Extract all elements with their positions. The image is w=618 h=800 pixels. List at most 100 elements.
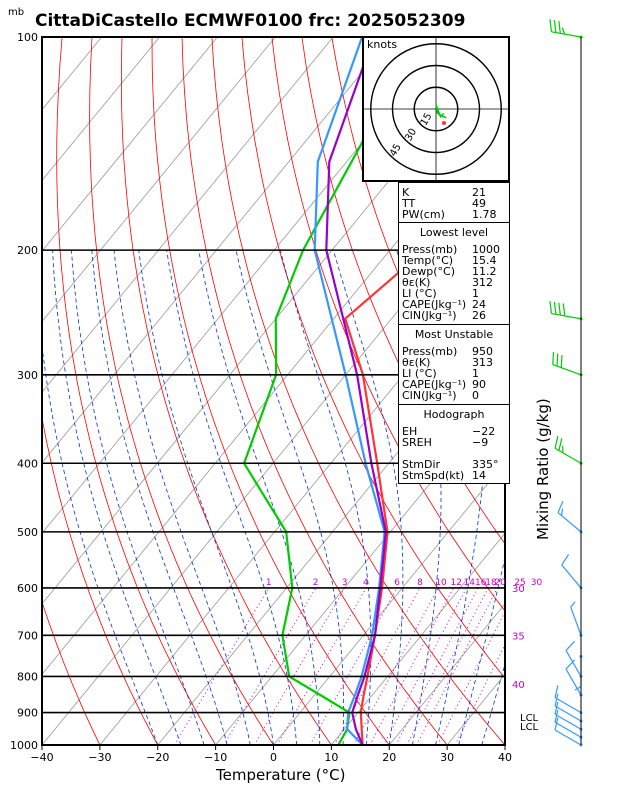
mixing-ratio-label: 12 [451,578,462,588]
mixing-ratio-line [353,587,439,745]
moist-adiabat-line [71,250,205,745]
mixing-ratio-label: 3 [342,578,348,588]
pressure-tick-label: 500 [17,526,38,539]
wind-barb-flag [553,301,557,315]
idx-tt-value: 49 [472,197,486,210]
low-value: 1 [472,287,479,300]
hodo-value: −9 [472,436,489,449]
pressure-tick-label: 900 [17,707,38,720]
mu-label: CIN(Jkg⁻¹) [402,389,457,402]
dry-adiabat-line [572,37,618,745]
low-value: 11.2 [472,265,497,278]
wind-barb-flag [562,303,566,316]
mixing-ratio-line [223,587,317,745]
hodo-header: Hodograph [423,408,485,421]
hodo-label: SREH [402,436,432,449]
hodo-section: Hodograph EH −22 SREH −9 StmDir 335° StmSpd… [399,404,509,484]
idx-pw-value: 1.78 [472,208,497,221]
pressure-tick-label: 1000 [10,739,38,752]
dry-adiabat-line [211,37,505,745]
wind-barb-flag [570,601,576,608]
mixing-ratio-line [395,587,479,745]
wind-barb-staff [551,31,582,38]
x-tick-label: 30 [440,751,454,764]
wind-barb-staff [554,729,582,746]
dry-adiabat-line [602,37,618,745]
x-tick-label: 20 [382,751,396,764]
indices-top: K 21 TT 49 PW(cm) 1.78 [399,183,509,222]
mixing-ratio-label: 14 [464,578,476,588]
unstable-section: Most Unstable Press(mb) 950 θε(K) 313 LI (… [399,324,509,404]
wind-barb-flag [558,20,561,34]
mixing-ratio-line [254,587,346,745]
low-label: CIN(Jkg⁻¹) [402,309,457,322]
moist-adiabat-line [166,250,297,745]
dry-adiabat-line [301,37,505,545]
unstable-header: Most Unstable [414,328,494,341]
mixing-ratio-label: 1 [266,578,272,588]
wind-barb-staff [551,312,582,320]
wind-barb-flag [565,640,576,651]
dry-adiabat-line [542,37,618,745]
low-value: 24 [472,298,486,311]
xlabel: Temperature (°C) [215,766,345,784]
mixing-ratio-label: 25 [514,578,525,588]
mu-label: Press(mb) [402,345,458,358]
x-tick-label: −40 [30,751,53,764]
wind-barb-staff [570,606,582,636]
dry-adiabat-line [89,37,274,745]
pressure-tick-label: 700 [17,629,38,642]
x-tick-label: −10 [204,751,227,764]
mu-value: 1 [472,367,479,380]
hodo-value: 14 [472,469,486,482]
mixing-ratio-label: 10 [435,578,447,588]
mu-label: LI (°C) [402,367,437,380]
wind-barb-staff [554,713,582,730]
pressure-tick-label: 300 [17,369,38,382]
dry-adiabat-line [121,37,332,745]
moist-adiabat-line [396,249,442,745]
wind-barb-staff [557,512,582,533]
low-value: 26 [472,309,486,322]
lowest-section: Lowest level Press(mb) 1000 Temp(°C) 15.4 … [399,222,509,324]
mixing-ratio-line [173,587,270,745]
mixing-ratio-label: 18 [485,578,497,588]
isotherm-line [42,179,505,745]
x-tick-label: 40 [498,751,512,764]
low-value: 312 [472,276,493,289]
mixing-ratio-label: 2 [313,578,319,588]
theta-label: 30 [512,584,525,595]
x-tick-label: −20 [146,751,169,764]
moist-adiabat-line [42,342,159,745]
wind-barb-flag [554,709,559,723]
mu-value: 313 [472,356,493,369]
wind-barb-staff [561,564,582,589]
wind-barb-flag [557,500,564,513]
wind-barb-staff [554,447,582,464]
mixing-ratio-line [309,587,398,745]
wind-barb-flag [558,302,561,316]
pressure-unit: mb [8,7,24,18]
isotherm-line [42,37,218,252]
hodo-label: StmSpd(kt) [402,469,465,482]
wind-barb-flag [553,20,557,33]
mixing-ratio-label: 6 [394,578,400,588]
mu-value: 90 [472,378,486,391]
wind-barb-staff [554,697,582,714]
mu-label: CAPE(Jkg⁻¹) [402,378,467,391]
dry-adiabat-line [42,600,101,745]
moist-adiabat-line [91,250,228,745]
lcl-label-1: LCL [520,713,539,724]
dry-adiabat-line [241,37,505,679]
wind-barb-flag [549,19,553,32]
dry-adiabat-line [512,37,618,745]
dry-adiabat-line [271,37,505,612]
dry-adiabat-line [181,37,448,745]
right-axis-label: Mixing Ratio (g/kg) [534,398,552,540]
mixing-ratio-line [383,587,468,745]
low-label: Temp(°C) [402,254,454,267]
moist-adiabat-line [52,250,182,745]
wind-barb-flag [561,554,570,566]
